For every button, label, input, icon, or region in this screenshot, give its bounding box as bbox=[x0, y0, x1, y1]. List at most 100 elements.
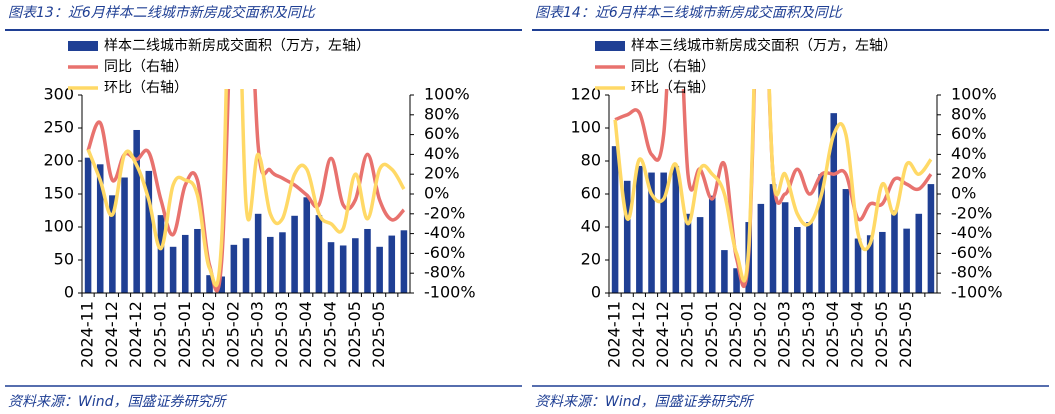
x-tick-label: 2025-03 bbox=[248, 301, 267, 368]
x-tick-label: 2025-04 bbox=[823, 301, 842, 368]
x-tick-label: 2024-12 bbox=[126, 301, 145, 368]
bar bbox=[194, 228, 201, 293]
legend-swatch bbox=[595, 41, 625, 51]
y2-tick-label: 80% bbox=[951, 104, 987, 123]
chart-title: 图表14：近6月样本三线城市新房成交面积及同比 bbox=[535, 5, 844, 21]
y2-tick-label: 20% bbox=[424, 164, 460, 183]
bar bbox=[794, 227, 801, 293]
bar bbox=[206, 275, 213, 293]
y-tick-label: 20 bbox=[581, 250, 601, 269]
bar bbox=[303, 197, 311, 293]
chart-title: 图表13：近6月样本二线城市新房成交面积及同比 bbox=[8, 5, 317, 21]
y2-tick-label: -20% bbox=[951, 203, 992, 222]
y2-tick-label: 0% bbox=[951, 184, 976, 203]
bar bbox=[903, 228, 910, 293]
x-tick-label: 2025-04 bbox=[848, 301, 867, 368]
line bbox=[86, 89, 406, 293]
bar bbox=[733, 268, 740, 293]
bar bbox=[854, 238, 862, 293]
bar bbox=[315, 215, 323, 293]
y2-tick-label: -40% bbox=[951, 223, 992, 242]
bar bbox=[842, 189, 850, 293]
bar bbox=[866, 235, 874, 293]
bar bbox=[696, 217, 704, 293]
y-tick-label: 120 bbox=[570, 85, 601, 104]
bar bbox=[672, 165, 680, 293]
bar bbox=[145, 170, 153, 293]
bar bbox=[327, 242, 335, 293]
bar bbox=[352, 238, 359, 293]
bar bbox=[806, 222, 813, 293]
x-tick-label: 2025-02 bbox=[750, 301, 769, 368]
x-tick-label: 2025-03 bbox=[799, 301, 818, 368]
y2-tick-label: 100% bbox=[951, 85, 997, 104]
x-tick-label: 2025-01 bbox=[677, 301, 696, 368]
x-tick-label: 2025-02 bbox=[223, 301, 242, 368]
y2-tick-label: 60% bbox=[424, 124, 460, 143]
bar bbox=[684, 213, 692, 293]
bar bbox=[96, 164, 104, 293]
y-tick-label: 200 bbox=[43, 151, 74, 170]
bar bbox=[230, 244, 238, 293]
bar bbox=[927, 184, 935, 293]
bar bbox=[218, 276, 225, 293]
legend-swatch bbox=[68, 41, 98, 51]
y-tick-label: 100 bbox=[43, 217, 74, 236]
y2-tick-label: 40% bbox=[951, 144, 987, 163]
bar bbox=[915, 213, 923, 293]
bar bbox=[781, 202, 789, 293]
bar bbox=[181, 234, 189, 293]
bar bbox=[291, 215, 298, 293]
bar bbox=[388, 235, 396, 293]
bar bbox=[364, 228, 371, 293]
bar bbox=[267, 236, 274, 293]
source: 资料来源：Wind，国盛证券研究所 bbox=[535, 394, 754, 410]
y2-tick-label: 60% bbox=[951, 124, 987, 143]
y2-tick-label: -80% bbox=[424, 263, 465, 282]
x-tick-label: 2025-05 bbox=[896, 301, 915, 368]
bar bbox=[376, 246, 383, 293]
x-tick-label: 2024-11 bbox=[605, 301, 624, 368]
x-tick-label: 2025-01 bbox=[150, 301, 169, 368]
bar bbox=[623, 180, 631, 293]
y-tick-label: 150 bbox=[43, 184, 74, 203]
bar bbox=[339, 245, 347, 293]
bar bbox=[891, 210, 898, 293]
y-tick-label: 0 bbox=[64, 283, 74, 302]
bar bbox=[879, 231, 886, 293]
bar bbox=[648, 172, 655, 293]
x-tick-label: 2025-05 bbox=[369, 301, 388, 368]
x-tick-label: 2025-05 bbox=[345, 301, 364, 368]
legend-label: 环比（右轴） bbox=[631, 80, 715, 96]
bar bbox=[721, 250, 728, 293]
bar bbox=[708, 195, 716, 293]
bar bbox=[169, 246, 177, 293]
y2-tick-label: 100% bbox=[424, 85, 470, 104]
bar bbox=[84, 157, 92, 293]
y2-tick-label: -100% bbox=[424, 283, 476, 302]
y2-tick-label: 40% bbox=[424, 144, 460, 163]
x-tick-label: 2024-12 bbox=[102, 301, 121, 368]
line bbox=[86, 89, 406, 288]
bar bbox=[400, 230, 408, 293]
x-tick-label: 2025-02 bbox=[726, 301, 745, 368]
x-tick-label: 2024-12 bbox=[629, 301, 648, 368]
legend-label: 同比（右轴） bbox=[104, 59, 188, 75]
bar bbox=[830, 113, 838, 294]
bar bbox=[660, 172, 667, 293]
legend-label: 同比（右轴） bbox=[631, 59, 715, 75]
bar bbox=[157, 215, 165, 293]
x-tick-label: 2025-01 bbox=[175, 301, 194, 368]
x-tick-label: 2024-11 bbox=[78, 301, 97, 368]
x-tick-label: 2025-05 bbox=[872, 301, 891, 368]
bar bbox=[611, 146, 619, 293]
y2-tick-label: 80% bbox=[424, 104, 460, 123]
bar bbox=[279, 232, 286, 293]
source: 资料来源：Wind，国盛证券研究所 bbox=[8, 394, 227, 410]
bar bbox=[757, 203, 765, 293]
y-tick-label: 50 bbox=[54, 250, 74, 269]
x-tick-label: 2025-04 bbox=[296, 301, 315, 368]
y2-tick-label: -60% bbox=[424, 243, 465, 262]
x-tick-label: 2025-01 bbox=[702, 301, 721, 368]
